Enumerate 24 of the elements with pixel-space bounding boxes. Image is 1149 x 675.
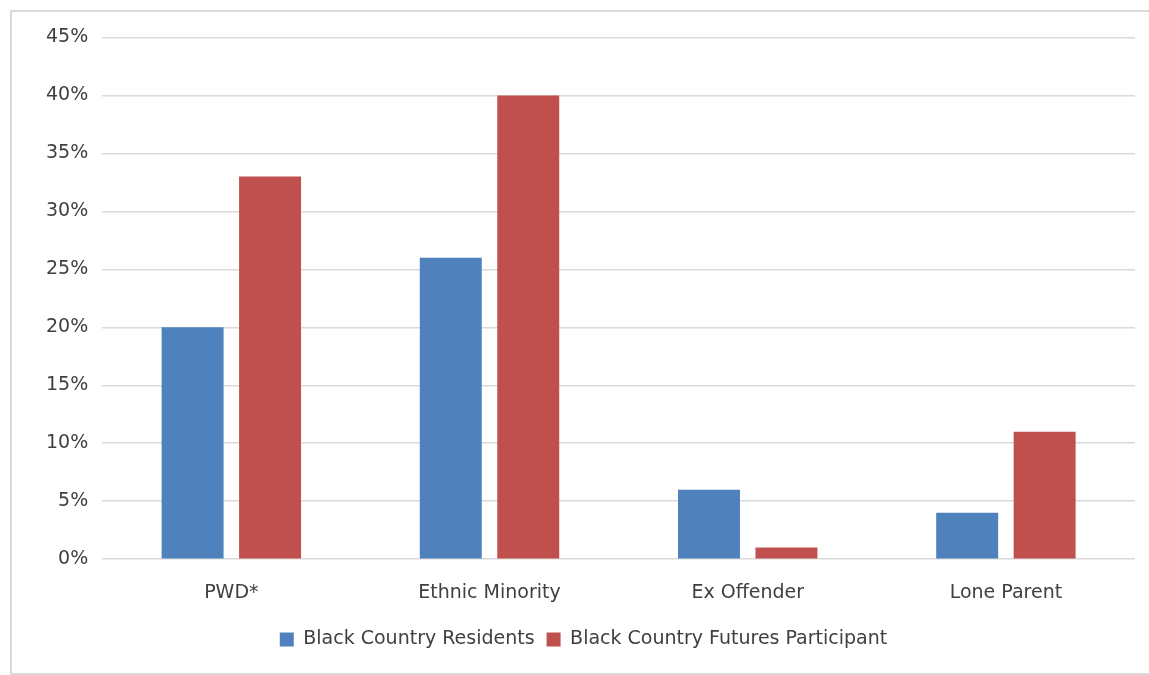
x-tick-label: Ex Offender <box>691 579 805 602</box>
y-tick-label: 40% <box>46 82 89 105</box>
bar <box>497 95 560 559</box>
y-tick-label: 10% <box>46 430 89 453</box>
bar <box>419 257 482 559</box>
bar <box>678 489 740 559</box>
x-tick-label: PWD* <box>204 579 259 602</box>
bar <box>1013 431 1076 559</box>
y-tick-label: 5% <box>58 488 89 511</box>
bar <box>161 327 224 559</box>
legend-label: Black Country Futures Participant <box>570 626 888 649</box>
y-tick-label: 0% <box>58 546 89 569</box>
bar <box>936 512 999 559</box>
y-tick-label: 20% <box>46 314 89 337</box>
x-tick-label: Lone Parent <box>949 579 1063 602</box>
y-tick-label: 35% <box>46 140 89 163</box>
y-tick-label: 45% <box>46 24 89 47</box>
bar <box>239 176 302 559</box>
bar <box>755 547 818 559</box>
legend-label: Black Country Residents <box>303 626 535 649</box>
y-tick-label: 15% <box>46 372 89 395</box>
x-tick-label: Ethnic Minority <box>418 579 561 602</box>
y-tick-label: 30% <box>46 198 89 221</box>
y-tick-label: 25% <box>46 256 89 279</box>
